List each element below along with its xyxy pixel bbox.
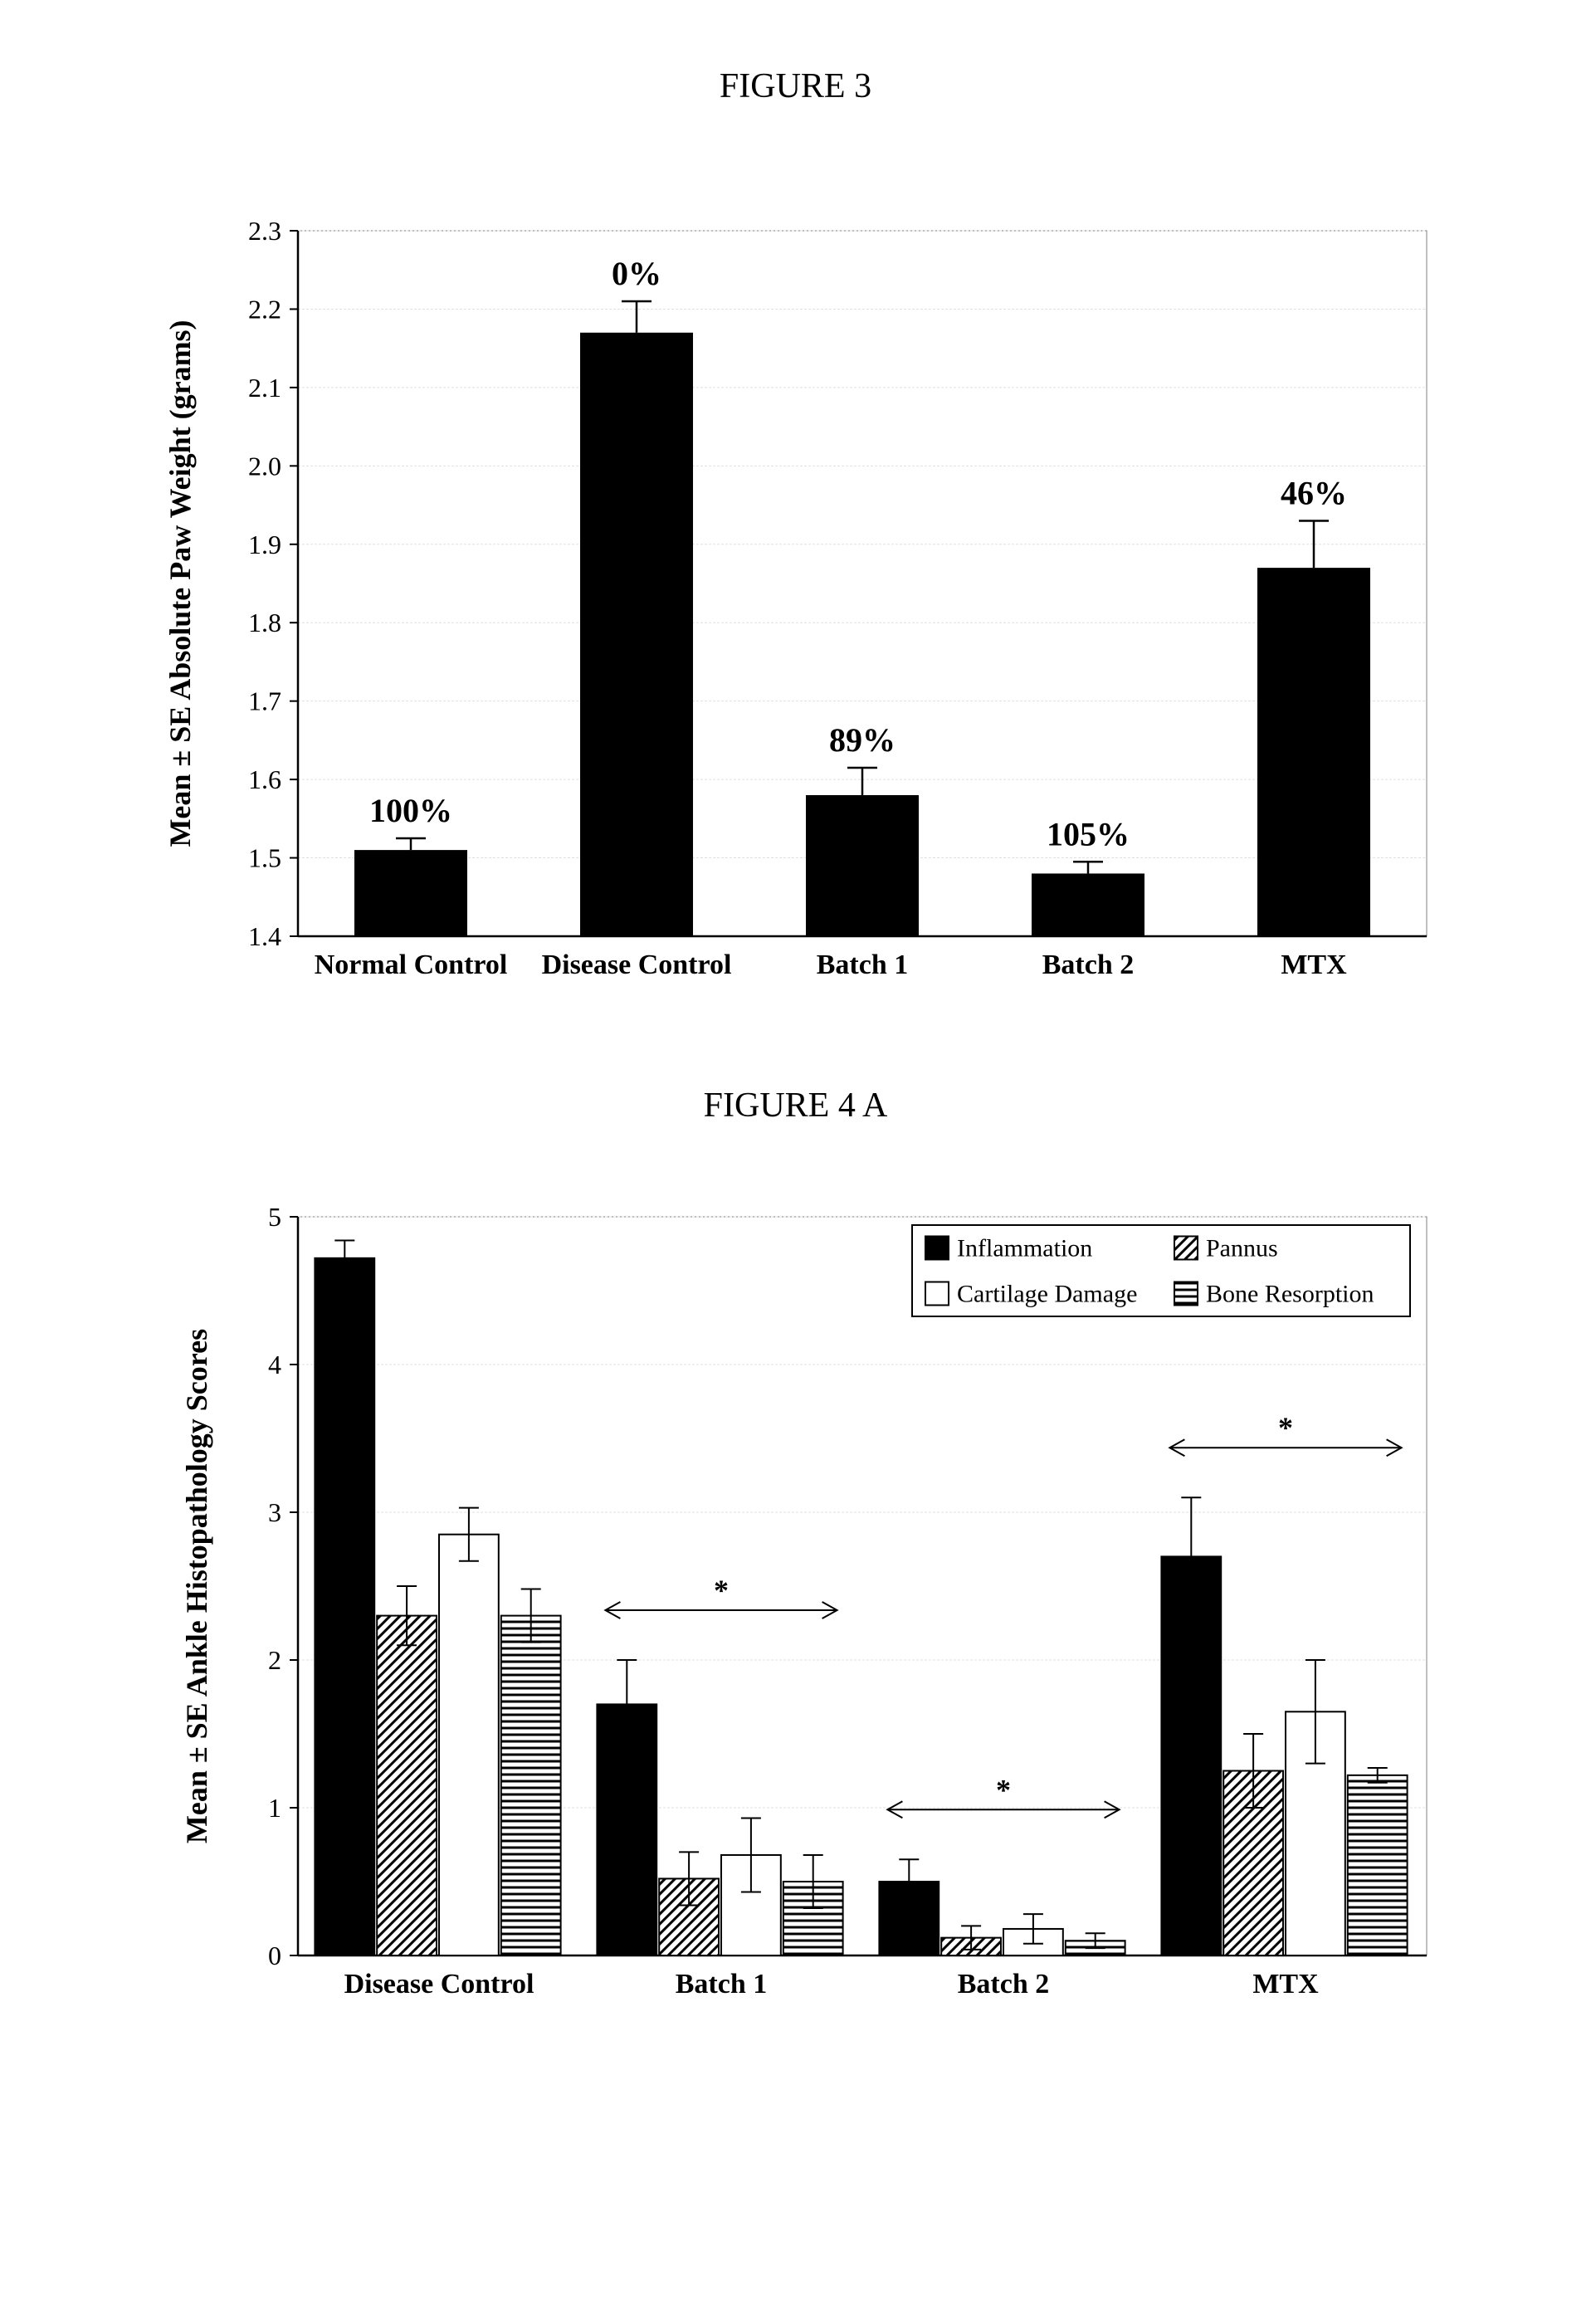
svg-text:4: 4 (268, 1350, 281, 1379)
svg-text:Batch 1: Batch 1 (816, 950, 908, 980)
svg-text:Pannus: Pannus (1206, 1235, 1278, 1262)
svg-text:1.9: 1.9 (248, 530, 281, 559)
svg-text:Disease Control: Disease Control (541, 950, 731, 980)
svg-text:1: 1 (268, 1793, 281, 1823)
svg-text:100%: 100% (369, 792, 452, 829)
svg-text:2.3: 2.3 (248, 216, 281, 246)
svg-text:Disease Control: Disease Control (344, 1969, 534, 1999)
svg-text:1.6: 1.6 (248, 764, 281, 794)
svg-text:0: 0 (268, 1941, 281, 1970)
svg-text:Batch 2: Batch 2 (957, 1969, 1049, 1999)
figure-4a: FIGURE 4 A 0 1 2 3 4 5 Mean ± SE Ankle Histopa… (132, 1086, 1460, 2038)
figure-3-chart: 1.4 1.5 1.6 1.7 1.8 1.9 2.0 2.1 2.2 2.3 Mean ± SE … (132, 148, 1460, 1019)
svg-text:Bone Resorption: Bone Resorption (1206, 1281, 1374, 1308)
svg-text:2: 2 (268, 1645, 281, 1675)
svg-text:105%: 105% (1047, 815, 1130, 852)
svg-text:2.1: 2.1 (248, 373, 281, 403)
figure-3: FIGURE 3 1.4 1.5 1.6 1.7 1.8 1.9 2.0 2.1 2.2 2.3 M… (132, 66, 1460, 1019)
svg-text:*: * (714, 1574, 729, 1607)
svg-text:Inflammation: Inflammation (957, 1235, 1092, 1262)
figure-4a-title: FIGURE 4 A (132, 1086, 1460, 1125)
svg-text:Mean ± SE Absolute Paw Weight: Mean ± SE Absolute Paw Weight (grams) (163, 320, 197, 847)
svg-text:MTX: MTX (1252, 1969, 1319, 1999)
svg-text:2.0: 2.0 (248, 451, 281, 481)
svg-text:89%: 89% (829, 721, 896, 759)
svg-text:*: * (1278, 1411, 1293, 1444)
svg-text:1.8: 1.8 (248, 608, 281, 637)
svg-text:1.5: 1.5 (248, 843, 281, 873)
svg-text:Batch 1: Batch 1 (675, 1969, 767, 1999)
svg-text:Normal Control: Normal Control (314, 950, 507, 980)
svg-text:5: 5 (268, 1202, 281, 1232)
svg-text:Mean ± SE Ankle Histopathology: Mean ± SE Ankle Histopathology Scores (180, 1329, 213, 1843)
svg-text:Batch 2: Batch 2 (1042, 950, 1134, 980)
svg-text:*: * (996, 1773, 1011, 1806)
figure-4a-chart: 0 1 2 3 4 5 Mean ± SE Ankle Histopathology Sco… (132, 1167, 1460, 2038)
svg-text:46%: 46% (1281, 474, 1347, 511)
svg-text:0%: 0% (612, 255, 661, 292)
svg-text:2.2: 2.2 (248, 294, 281, 324)
svg-text:1.7: 1.7 (248, 686, 281, 716)
figure-3-title: FIGURE 3 (132, 66, 1460, 106)
svg-text:3: 3 (268, 1497, 281, 1527)
svg-text:MTX: MTX (1281, 950, 1347, 980)
svg-text:Cartilage Damage: Cartilage Damage (957, 1281, 1137, 1308)
svg-text:1.4: 1.4 (248, 921, 281, 951)
